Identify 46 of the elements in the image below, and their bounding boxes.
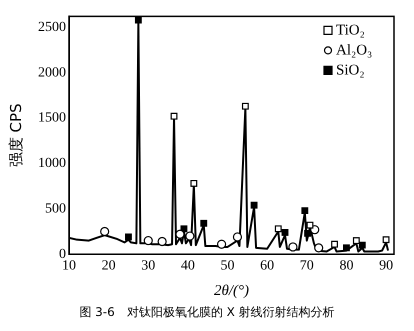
y-tick-label: 2500 — [38, 20, 66, 35]
x-axis-title: 2θ/(°) — [214, 282, 250, 299]
point — [216, 240, 226, 249]
legend-label: SiO₂ — [336, 62, 365, 78]
x-tick-label: 20 — [102, 258, 116, 274]
point — [343, 244, 350, 252]
point — [170, 112, 178, 120]
x-tick-label: 90 — [379, 258, 394, 274]
y-tick-label: 1500 — [38, 110, 66, 126]
point — [100, 226, 110, 236]
caption: 图 3-6 对钛阳极氧化膜的 X 射线衍射结构分析 — [78, 304, 336, 321]
point — [232, 232, 242, 242]
point — [352, 237, 360, 244]
legend-label: TiO₂ — [336, 22, 365, 38]
point — [314, 243, 324, 252]
point — [125, 234, 132, 240]
point — [200, 220, 208, 227]
point — [306, 222, 314, 229]
x-tick-label: 50 — [220, 258, 235, 274]
y-tick-label: 500 — [45, 201, 66, 216]
point — [175, 230, 185, 239]
point — [250, 202, 258, 209]
point — [358, 242, 366, 249]
y-axis-title: 强度 CPS — [6, 103, 25, 168]
legend-label: Al₂O₃ — [336, 42, 372, 58]
point — [274, 225, 282, 232]
point — [301, 207, 308, 214]
point — [242, 102, 249, 110]
point — [382, 236, 390, 244]
point — [185, 231, 194, 241]
point — [288, 242, 298, 252]
x-tick-label: 80 — [339, 258, 354, 274]
x-tick-label: 40 — [180, 258, 195, 274]
point — [134, 16, 142, 24]
x-tick-label: 30 — [141, 258, 156, 274]
point — [144, 236, 153, 246]
x-tick-label: 60 — [260, 258, 274, 274]
y-tick-label: 1000 — [38, 156, 66, 172]
point — [304, 230, 312, 237]
x-tick-label: 10 — [62, 258, 76, 274]
y-tick-label: 2000 — [38, 65, 66, 80]
x-tick-label: 70 — [300, 258, 314, 274]
point — [331, 240, 338, 248]
point — [158, 236, 167, 246]
point — [190, 180, 198, 187]
point — [282, 228, 288, 236]
